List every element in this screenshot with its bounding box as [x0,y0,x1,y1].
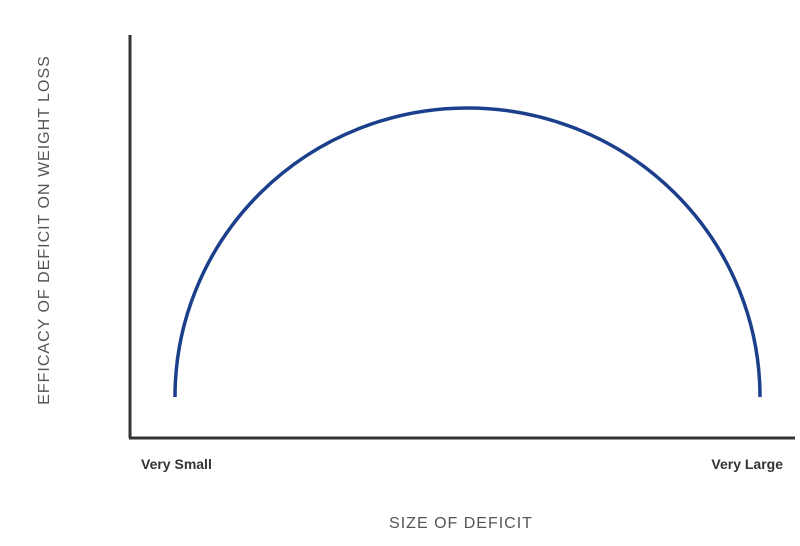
y-axis-title: EFFICACY OF DEFICIT ON WEIGHT LOSS [36,55,53,405]
x-tick-label-very-small: Very Small [141,456,212,472]
x-tick-label-very-large: Very Large [711,456,783,472]
x-axis-title: SIZE OF DEFICIT [389,515,533,532]
series-curve-0 [173,106,762,398]
